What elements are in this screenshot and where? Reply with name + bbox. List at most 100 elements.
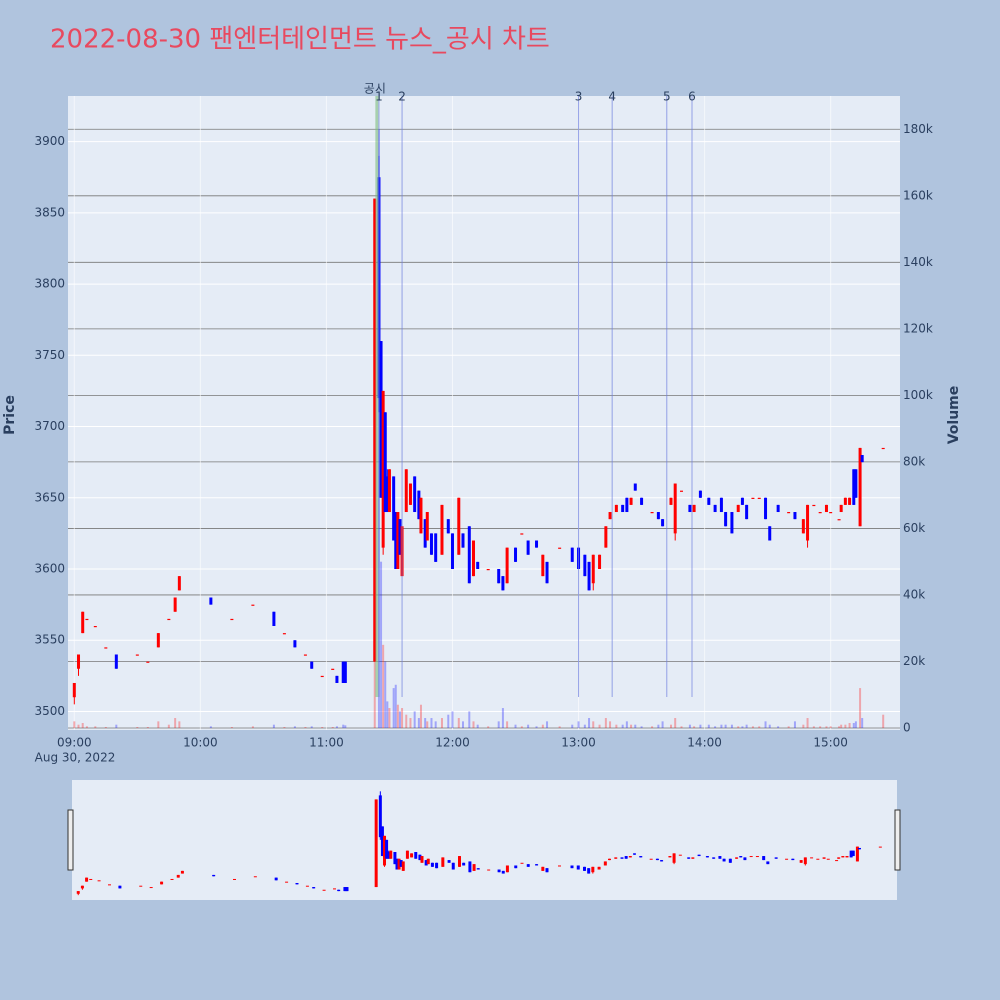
volume-bar <box>331 727 334 729</box>
volume-bar <box>342 724 345 729</box>
slider-handle[interactable] <box>894 809 901 871</box>
slider-candle <box>212 874 216 877</box>
candle-body <box>343 661 347 683</box>
candle-body <box>698 490 702 498</box>
volume-bar <box>724 724 727 729</box>
slider-candle <box>285 881 289 883</box>
slider-candle <box>774 857 778 859</box>
volume-bar <box>447 714 450 729</box>
slider-handle[interactable] <box>67 809 74 871</box>
slider-candle <box>799 860 803 863</box>
candle-body <box>379 341 383 498</box>
volume-bar <box>487 726 490 729</box>
candle-body <box>724 512 728 527</box>
slider-candle <box>624 856 628 859</box>
slider-candle <box>389 850 393 859</box>
volume-bar <box>861 718 864 729</box>
event-label: 3 <box>575 90 583 104</box>
volume-bar <box>806 718 809 729</box>
event-label: 6 <box>688 90 696 104</box>
slider-candle <box>322 889 326 891</box>
volume-bar <box>461 721 464 729</box>
candle-body <box>413 476 417 513</box>
volume-bar <box>634 724 637 729</box>
slider-candle <box>305 885 309 887</box>
slider-candle <box>545 868 549 873</box>
candle-body <box>383 412 387 513</box>
candle-body <box>688 504 692 513</box>
range-slider[interactable] <box>72 780 897 900</box>
slider-candle <box>312 887 316 889</box>
slider-candle <box>672 853 676 863</box>
plot-area <box>68 96 900 730</box>
candle-body <box>387 469 391 513</box>
volume-bar <box>848 723 851 729</box>
volume-bar <box>417 718 420 729</box>
slider-candle <box>655 858 659 861</box>
volume-bar <box>157 721 160 729</box>
slider-candle <box>80 885 84 889</box>
candle-body <box>806 504 810 541</box>
slider-candle <box>826 858 830 860</box>
slider-candle <box>526 864 530 867</box>
slider-candle <box>447 860 451 863</box>
volume-bar <box>720 724 723 729</box>
slider-candle <box>295 883 299 885</box>
volume-bar <box>777 726 780 729</box>
slider-candle <box>541 866 545 871</box>
candle-body <box>848 497 852 505</box>
candle-body <box>640 497 644 505</box>
candle-body <box>535 540 539 548</box>
volume-bar <box>440 718 443 729</box>
candle-body <box>736 504 740 513</box>
volume-bar <box>787 726 790 729</box>
volume-bar <box>768 724 771 729</box>
event-label: 공시 <box>364 82 386 96</box>
volume-bar <box>844 724 847 729</box>
slider-candle <box>608 858 611 861</box>
volume-bar <box>401 708 404 729</box>
y-tick-label: 3650 <box>34 490 65 504</box>
candle-body <box>669 497 673 505</box>
candle-body <box>310 661 314 669</box>
slider-candle <box>514 865 518 869</box>
volume-bar <box>310 726 313 729</box>
slider-candle <box>691 857 695 859</box>
slider-candle <box>591 866 595 873</box>
volume-bar <box>598 724 601 729</box>
slider-candle <box>487 869 491 871</box>
slider-candle <box>803 857 807 865</box>
candle-body <box>520 533 524 535</box>
candle-body <box>629 497 633 505</box>
volume-bar <box>609 721 612 729</box>
chart-title: 2022-08-30 팬엔터테인먼트 뉴스_공시 차트 <box>50 25 550 55</box>
volume-bar <box>741 726 744 729</box>
y2-tick-label: 140k <box>903 255 933 269</box>
volume-bar <box>707 724 710 729</box>
candle-body <box>583 554 587 577</box>
slider-candle <box>587 868 591 874</box>
candle-body <box>650 512 654 514</box>
volume-bar <box>825 726 828 729</box>
volume-bar <box>764 721 767 729</box>
candle-body <box>385 476 389 513</box>
volume-bar <box>674 718 677 729</box>
candle-body <box>471 540 475 577</box>
slider-candle <box>472 864 476 871</box>
candle-body <box>440 504 444 555</box>
x-tick-label: 10:00 <box>183 736 218 750</box>
candle-body <box>719 497 723 513</box>
candle-body <box>604 526 608 548</box>
slider-candle <box>76 891 80 894</box>
candle-body <box>381 390 385 548</box>
slider-candle <box>558 865 561 867</box>
volume-bar <box>859 688 862 729</box>
slider-candle <box>170 878 174 880</box>
slider-candle <box>410 853 414 858</box>
candle-body <box>860 455 864 463</box>
slider-candle <box>337 889 341 892</box>
volume-bar <box>209 726 212 729</box>
slider-candle <box>755 856 759 858</box>
candle-body <box>598 554 602 570</box>
